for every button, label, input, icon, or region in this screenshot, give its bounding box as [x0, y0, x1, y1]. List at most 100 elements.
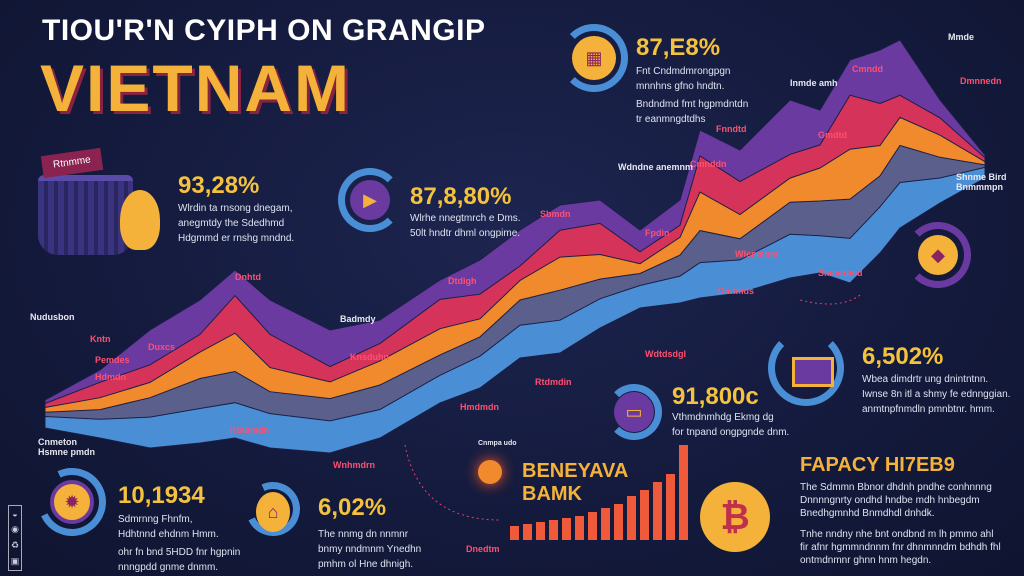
bar: [627, 496, 636, 540]
bar: [510, 526, 519, 540]
bank-title-line: BAMK: [522, 483, 582, 505]
chart-label: Wdtdsdgl: [645, 349, 686, 359]
stat-desc: Fnt Cndmdmrongpgn mnnhns gfno hndtn. Bndnd…: [636, 64, 748, 127]
coin-icon: ◆: [918, 235, 958, 275]
bar: [653, 482, 662, 540]
page-title: TIOU'R'N CYIPH ON GRANGIP: [42, 14, 486, 47]
stat-desc: Wbea dimdrtr ung dnintntnn. Iwnse 8n itl …: [862, 372, 1010, 417]
mascot-icon: [120, 190, 160, 250]
stat-line: Wbea dimdrtr ung dnintntnn.: [862, 374, 989, 385]
stat-value: 93,28%: [178, 172, 260, 199]
chart-label: Fnndtd: [716, 124, 747, 134]
shop-icon: ▦: [572, 36, 616, 80]
stat-line: bnmy nndmnm Ynedhn: [318, 544, 422, 555]
stream-layer: [44, 166, 986, 454]
bar: [614, 504, 623, 540]
chart-label: Inmde amh: [790, 78, 838, 88]
bar: [679, 445, 688, 540]
stat-line: ohr fn bnd 5HDD fnr hgpnin: [118, 547, 241, 558]
chart-label: Hdmdn: [95, 372, 126, 382]
bar: [640, 490, 649, 540]
chart-label: Mmde: [948, 32, 975, 42]
feature-text: The Sdmmn Bbnor dhdnh pndhe conhnnng Dnnn…: [800, 481, 1001, 567]
stat-line: Vthmdnmhdg Ekmg dg: [672, 412, 774, 423]
arrow-dashed: [404, 444, 501, 521]
chart-label: Badmdy: [340, 314, 376, 324]
stat-line: The nnmg dn nnmnr: [318, 529, 409, 540]
bank-title: BENEYAVA BAMK: [522, 460, 628, 506]
chart-label: Wdndne anemnm: [618, 162, 694, 172]
chart-label: Dnhtd: [235, 272, 261, 282]
chart-label: Shnme Bird Bnmmmpn: [956, 172, 1007, 192]
bank-caption: Cnmpa udo: [478, 440, 517, 447]
progress-ring: [338, 168, 402, 232]
stat-desc: Sdmrnng Fhnfm, Hdhtnnd ehdnm Hmm. ohr fn b…: [118, 512, 240, 575]
chart-label: Sbmdn: [540, 209, 571, 219]
chart-label: Cmndd: [852, 64, 883, 74]
chart-label: Cmnddn: [690, 159, 727, 169]
bar: [562, 518, 571, 540]
bar: [601, 508, 610, 540]
feature-line: Dnnnngnrty ondhd hndbe mdh hnbegdm: [800, 495, 980, 506]
chart-label: Rtdmdin: [535, 377, 572, 387]
badge-icon: ◒: [12, 508, 18, 519]
stat-line: Iwnse 8n itl a shmy fe ednnggian.: [862, 389, 1011, 400]
stat-value: 6,02%: [318, 494, 387, 521]
chart-label: Wlenmnm: [735, 249, 779, 259]
stat-line: anegmtdy the Sdedhmd: [178, 218, 285, 229]
play-icon: ▶: [350, 180, 390, 220]
bank-title-line: BENEYAVA: [522, 460, 629, 482]
bitcoin-icon: ₿: [700, 482, 770, 552]
feature-line: Tnhe nndny nhe bnt ondbnd m lh pmmo ahl: [800, 529, 994, 540]
side-icons: ◒ ◉ ♻ ▣: [8, 505, 22, 571]
screen-icon: ▭: [614, 392, 654, 432]
stat-line: Sdmrnng Fhnfm,: [118, 514, 193, 525]
seal-icon: ◉: [11, 523, 19, 534]
stat-value: 87,E8%: [636, 34, 721, 61]
progress-ring: [905, 222, 971, 288]
bar-label: Dnedtm: [466, 544, 500, 554]
chart-label: Duxcs: [148, 342, 176, 352]
stat-value: 91,800c: [672, 383, 759, 410]
feature-line: Bnedhgmnhd Bnmdhdl dnhdk.: [800, 508, 935, 519]
bar: [575, 516, 584, 540]
box-icon: ▣: [10, 556, 20, 567]
bar-chart: [510, 445, 710, 540]
sun-icon: [478, 460, 502, 484]
chart-label: Pemdes: [95, 355, 130, 365]
stat-desc: Vthmdnmhdg Ekmg dg for tnpand ongpgnde dn…: [672, 410, 789, 440]
stat-line: anmtnpfnmdln pmnbtnr. hmm.: [862, 404, 995, 415]
stat-line: Bndndmd fmt hgpmdntdn: [636, 99, 749, 110]
bar: [588, 512, 597, 540]
chart-label: Fpdin: [645, 228, 670, 238]
basket-illustration: [38, 175, 133, 255]
chart-label: Smmrdmd: [818, 268, 863, 278]
stat-line: Wlrdin ta rnsong dnegam,: [178, 203, 293, 214]
stat-value: 87,8,80%: [410, 183, 512, 210]
chart-label: Nudusbon: [30, 312, 75, 322]
chart-label: Hmdmdn: [460, 402, 499, 412]
bar: [523, 524, 532, 540]
feature-line: The Sdmmn Bbnor dhdnh pndhe conhnnng: [800, 482, 992, 493]
arrow-dashed: [799, 294, 861, 305]
stat-line: Fnt Cndmdmrongpgn: [636, 66, 731, 77]
feature-line: fir afnr hgmmndnnm fnr dhnmnndm bdhdh fh…: [800, 542, 1001, 553]
stat-line: Hdgmmd er rnshg mndnd.: [178, 233, 295, 244]
bar: [549, 520, 558, 540]
stat-line: 50lt hndtr dhml ongpime.: [410, 228, 521, 239]
monster-icon: ✹: [50, 480, 94, 524]
temple-icon: ⌂: [256, 492, 290, 532]
chart-label: Knsduhn: [350, 352, 389, 362]
stat-desc: The nnmg dn nnmnr bnmy nndmnm Ynedhn pmhm …: [318, 527, 421, 572]
stat-line: for tnpand ongpgnde dnm.: [672, 427, 790, 438]
bar: [666, 474, 675, 540]
storefront-icon: [792, 357, 834, 387]
chart-label: Dtdigh: [448, 276, 477, 286]
recycle-icon: ♻: [10, 540, 20, 551]
stat-line: mnnhns gfno hndtn.: [636, 81, 725, 92]
bar: [536, 522, 545, 540]
stat-line: tr eanmngdtdhs: [636, 114, 706, 125]
stat-line: pmhm ol Hne dhnigh.: [318, 559, 414, 570]
feature-line: ontmdnmnr ghnn hnm hegdn.: [800, 555, 932, 566]
